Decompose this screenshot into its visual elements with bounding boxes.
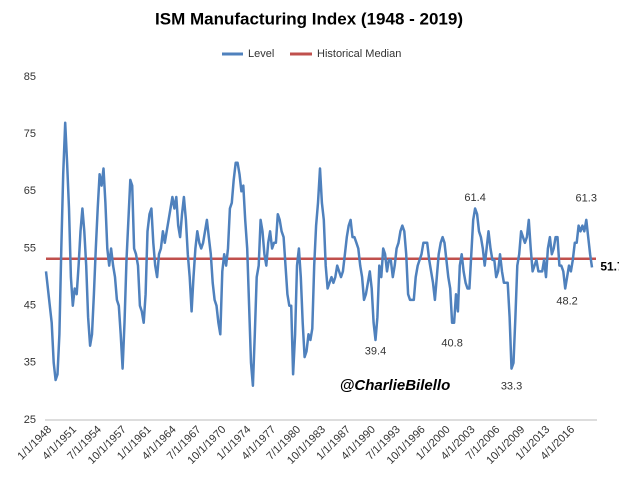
annotation: 61.4	[464, 192, 485, 204]
y-tick-label: 85	[24, 71, 36, 83]
legend-label: Level	[248, 48, 274, 60]
legend-label: Historical Median	[317, 48, 401, 60]
watermark: @CharlieBilello	[340, 377, 451, 394]
y-tick-label: 25	[24, 414, 36, 426]
annotation: 39.4	[365, 346, 386, 358]
y-tick-label: 45	[24, 300, 36, 312]
y-tick-label: 65	[24, 185, 36, 197]
series-line	[44, 121, 594, 387]
y-tick-label: 75	[24, 128, 36, 140]
chart-title: ISM Manufacturing Index (1948 - 2019)	[155, 9, 463, 28]
annotation: 51.7	[600, 260, 619, 274]
annotation: 40.8	[441, 338, 462, 350]
annotation: 48.2	[556, 295, 577, 307]
y-tick-label: 35	[24, 357, 36, 369]
y-tick-label: 55	[24, 242, 36, 254]
annotation: 61.3	[576, 192, 597, 204]
annotation: 33.3	[501, 380, 522, 392]
